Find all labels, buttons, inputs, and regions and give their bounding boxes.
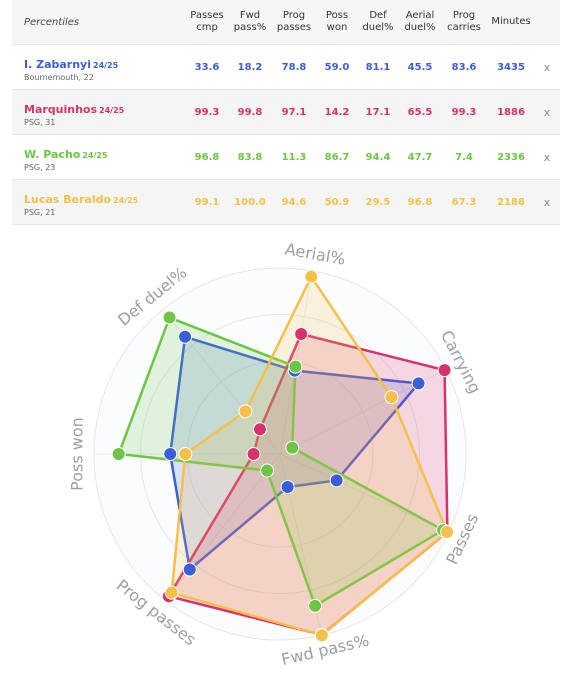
data-point	[285, 440, 300, 455]
data-point	[280, 479, 295, 494]
stat-value: 86.7	[324, 151, 350, 163]
series-area	[117, 316, 445, 608]
player-club-age: PSG, 31	[24, 117, 56, 127]
stat-value: 99.8	[237, 106, 263, 118]
stat-value: 7.4	[455, 151, 473, 163]
column-header: Passes cmp	[190, 10, 224, 33]
stat-value: 100.0	[234, 196, 266, 208]
data-point	[252, 422, 267, 437]
stat-value: 47.7	[407, 151, 433, 163]
stat-value: 1886	[497, 106, 525, 118]
data-point	[260, 463, 275, 478]
remove-player-button[interactable]: x	[543, 105, 551, 119]
remove-player-button[interactable]: x	[543, 60, 551, 74]
player-cell: Marquinhos 24/25 PSG, 31	[12, 98, 186, 127]
axis-line	[279, 453, 449, 534]
data-point	[440, 524, 455, 539]
data-point	[329, 473, 344, 488]
stat-value: 33.6	[194, 61, 220, 73]
data-point	[111, 447, 126, 461]
stat-value: 2336	[497, 151, 525, 163]
stat-value: 99.3	[451, 106, 477, 118]
data-point	[162, 310, 177, 325]
stat-value: 17.1	[365, 106, 391, 118]
stat-value: 94.6	[281, 196, 307, 208]
table-header: Percentiles Passes cmp Fwd pass% Prog passes P…	[12, 0, 560, 45]
data-point	[164, 585, 179, 600]
player-name[interactable]: Marquinhos	[24, 102, 98, 116]
stat-value: 96.8	[194, 151, 220, 163]
player-club-age: PSG, 23	[24, 162, 56, 172]
data-point	[308, 598, 323, 613]
table-row: Lucas Beraldo 24/25 PSG, 21 99.1 100.0 94.6 50…	[12, 180, 560, 225]
column-header: Minutes	[491, 16, 531, 27]
data-point	[314, 628, 329, 643]
axis-label: Poss won	[68, 417, 87, 491]
column-header: Prog passes	[276, 10, 312, 33]
stat-value: 99.1	[194, 196, 220, 208]
player-cell: W. Pacho 24/25 PSG, 23	[12, 143, 186, 172]
player-name[interactable]: W. Pacho	[24, 147, 81, 161]
data-point	[294, 327, 309, 342]
table-title: Percentiles	[24, 16, 80, 28]
stat-value: 67.3	[451, 196, 477, 208]
data-point	[288, 359, 303, 374]
player-club-age: PSG, 21	[24, 207, 56, 217]
percentile-table: Percentiles Passes cmp Fwd pass% Prog passes P…	[12, 0, 560, 225]
stat-value: 65.5	[407, 106, 433, 118]
table-row: Marquinhos 24/25 PSG, 31 99.3 99.8 97.1 14.2 17…	[12, 90, 560, 135]
stat-value: 18.2	[237, 61, 263, 73]
data-point	[246, 447, 261, 461]
data-point	[178, 447, 193, 461]
player-name[interactable]: I. Zabarnyi	[24, 57, 91, 71]
stat-value: 11.3	[281, 151, 307, 163]
table-row: W. Pacho 24/25 PSG, 23 96.8 83.8 11.3 86.7 94.4…	[12, 135, 560, 180]
column-header: Fwd pass%	[233, 10, 267, 33]
column-header: Aerial duel%	[404, 10, 436, 33]
player-season: 24/25	[82, 150, 108, 160]
stat-value: 2188	[497, 196, 525, 208]
stat-value: 78.8	[281, 61, 307, 73]
stat-value: 3435	[497, 61, 525, 73]
stat-value: 29.5	[365, 196, 391, 208]
axis-label: Aerial%	[284, 239, 347, 268]
player-season: 24/25	[93, 60, 119, 70]
column-header: Prog carries	[447, 10, 481, 33]
data-point	[437, 363, 452, 378]
stat-value: 83.6	[451, 61, 477, 73]
remove-player-button[interactable]: x	[543, 150, 551, 164]
remove-player-button[interactable]: x	[543, 195, 551, 209]
player-club-age: Bournemouth, 22	[24, 72, 94, 82]
table-row: I. Zabarnyi 24/25 Bournemouth, 22 33.6 18.2 7…	[12, 45, 560, 90]
data-point	[304, 269, 319, 284]
stat-value: 59.0	[324, 61, 350, 73]
player-season: 24/25	[99, 105, 125, 115]
data-point	[178, 329, 193, 344]
data-point	[182, 562, 197, 577]
data-point	[384, 390, 399, 405]
player-cell: I. Zabarnyi 24/25 Bournemouth, 22	[12, 53, 186, 82]
player-season: 24/25	[113, 195, 139, 205]
stat-value: 94.4	[365, 151, 391, 163]
data-point	[238, 404, 253, 419]
column-header: Def duel%	[362, 10, 394, 33]
stat-value: 83.8	[237, 151, 263, 163]
stat-value: 96.8	[407, 196, 433, 208]
stat-value: 50.9	[324, 196, 350, 208]
series-area	[170, 275, 449, 637]
player-name[interactable]: Lucas Beraldo	[24, 192, 112, 206]
player-cell: Lucas Beraldo 24/25 PSG, 21	[12, 188, 186, 217]
stat-value: 99.3	[194, 106, 220, 118]
data-point	[411, 376, 426, 391]
data-point	[163, 447, 178, 461]
stat-value: 14.2	[324, 106, 350, 118]
stat-value: 97.1	[281, 106, 307, 118]
stat-value: 81.1	[365, 61, 391, 73]
axis-line	[165, 453, 281, 601]
stat-value: 45.5	[407, 61, 433, 73]
column-header: Poss won	[325, 10, 349, 33]
